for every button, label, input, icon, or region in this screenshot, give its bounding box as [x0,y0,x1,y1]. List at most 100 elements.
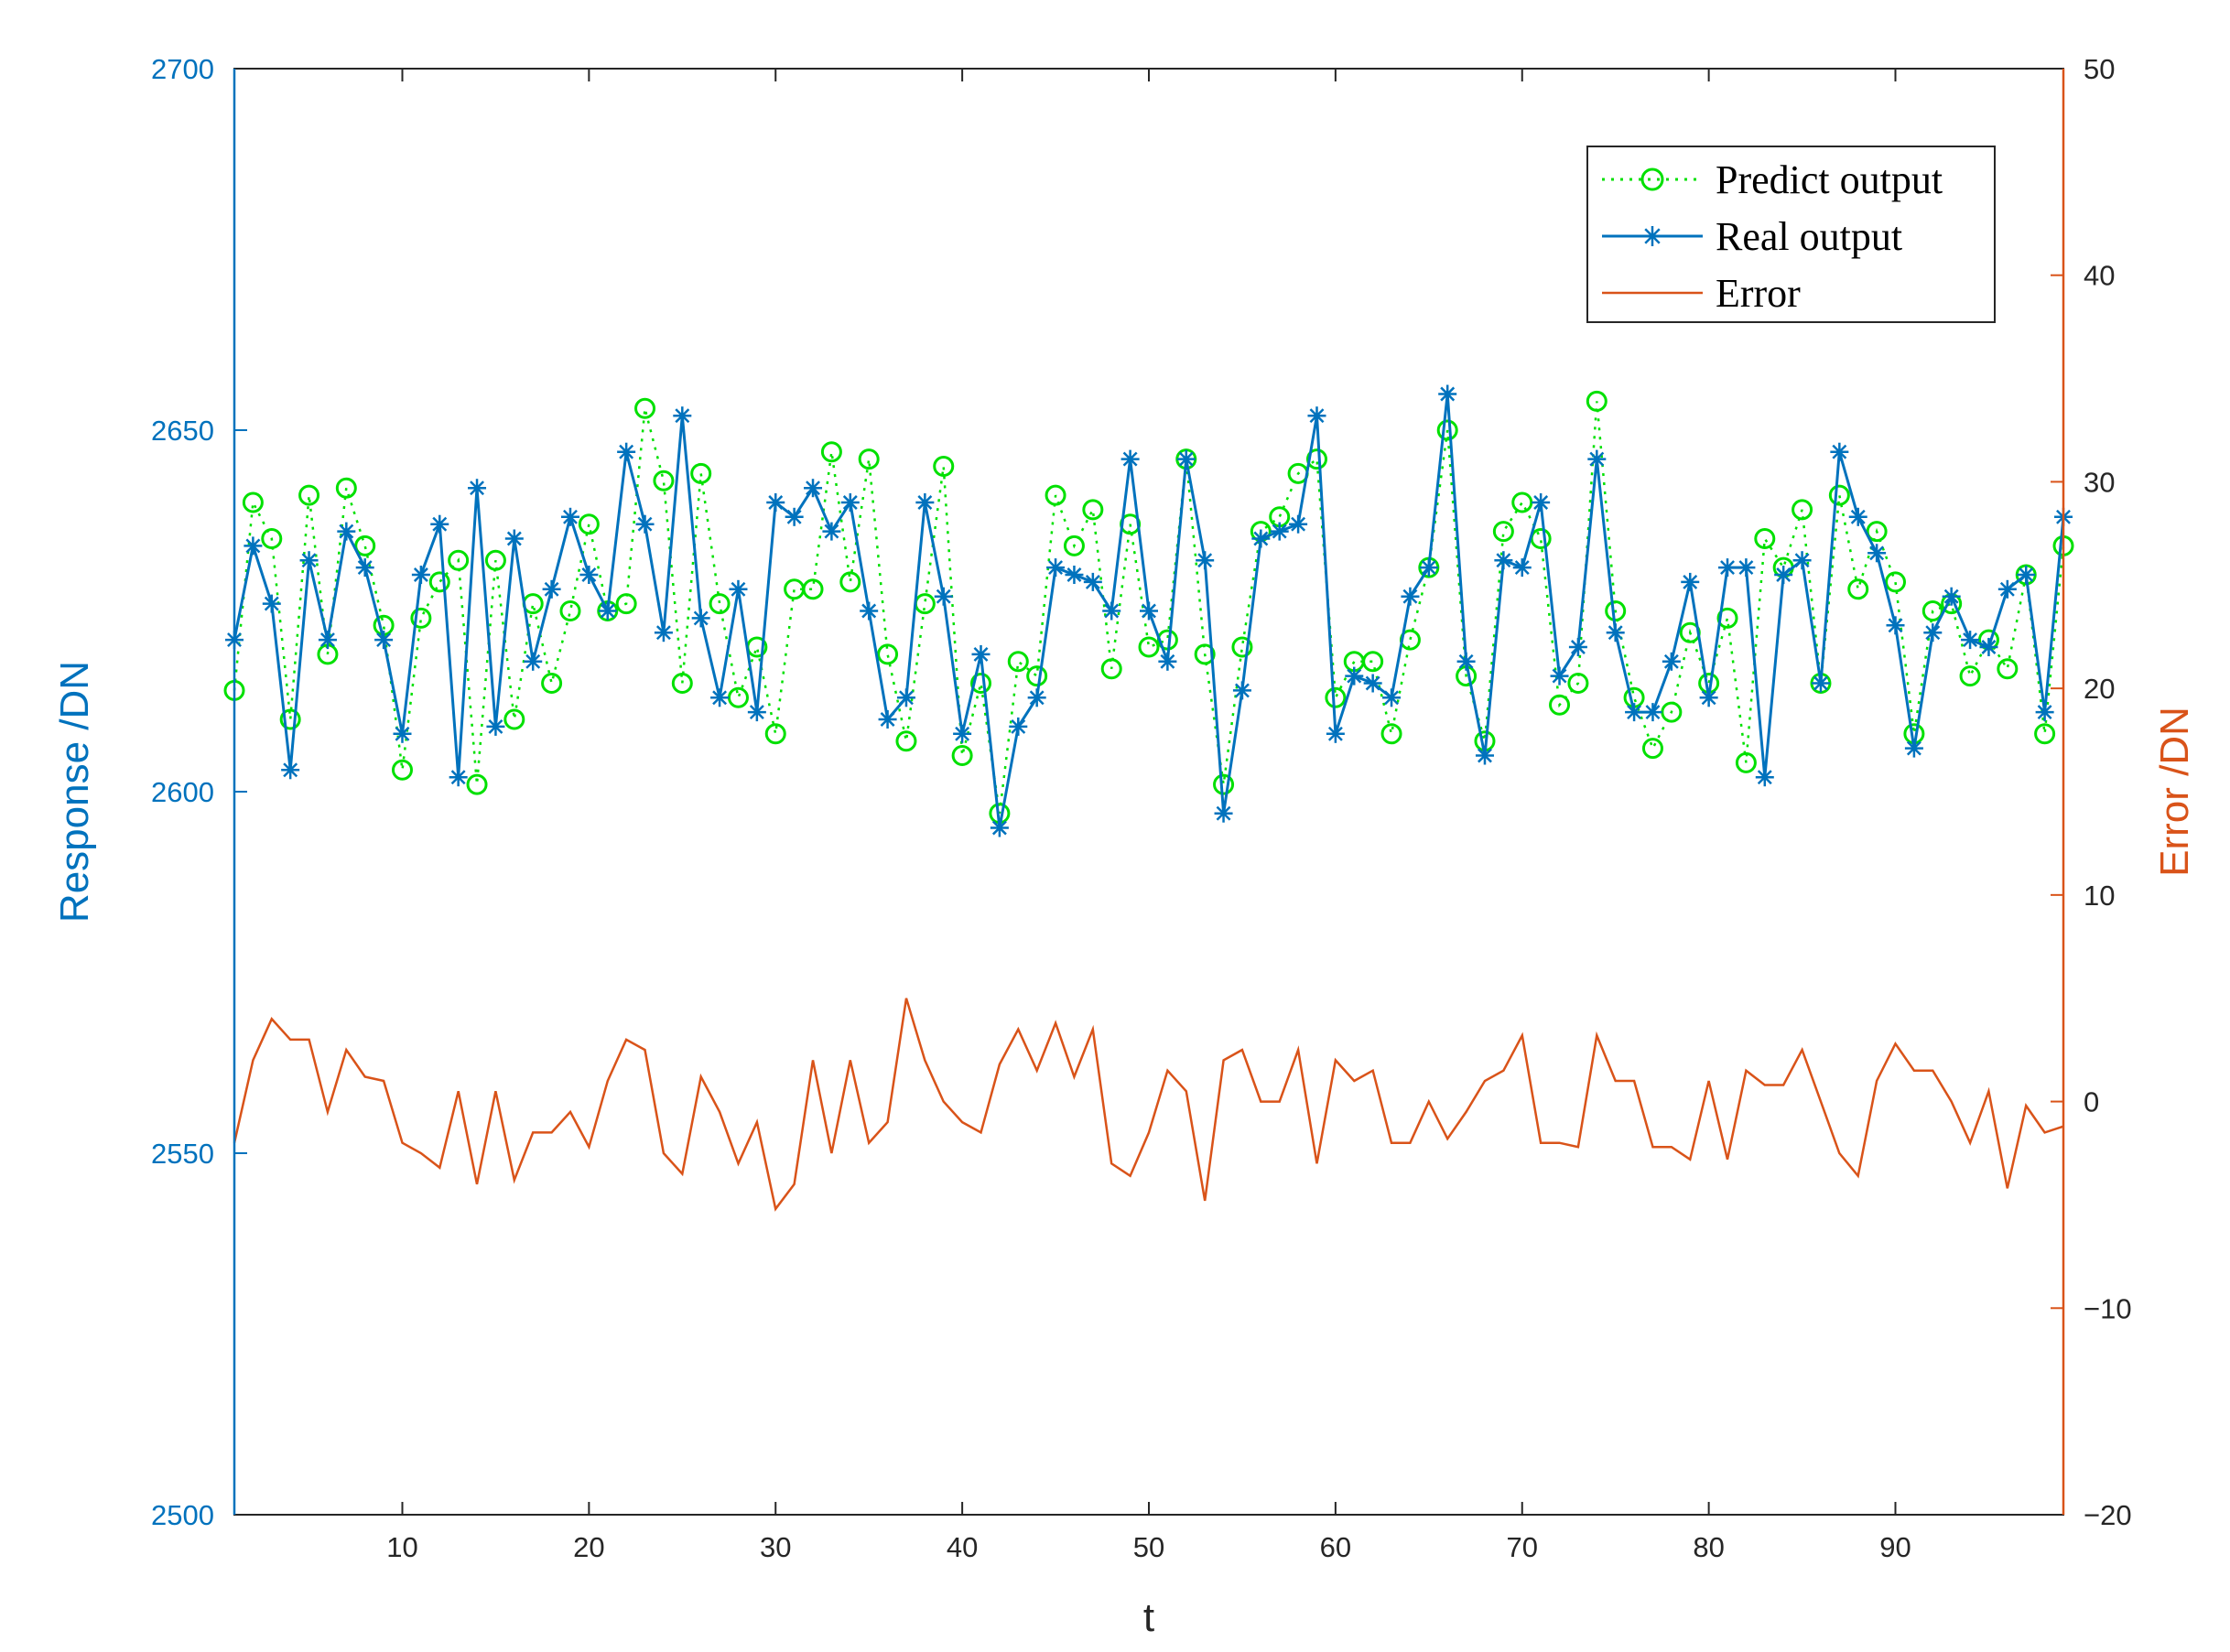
real-output-point [1923,623,1943,642]
predict-output-point [354,534,376,556]
star-stroke [1627,705,1642,720]
real-output-point [1532,493,1551,512]
real-output-point [337,522,356,541]
real-output-point [635,514,655,534]
y-right-tick-label: −10 [2084,1292,2132,1324]
star-stroke [1011,718,1026,734]
star-stroke [806,480,820,496]
predict-output-point [1754,528,1776,549]
real-output-point [1811,674,1830,693]
predict-output-point [1828,484,1850,506]
star-stroke [1309,408,1325,424]
predict-output-point [1026,665,1048,687]
real-output-point [1774,566,1793,584]
predict-output-point [671,673,693,694]
real-output-point [318,631,337,650]
real-output-point [766,493,785,512]
legend-label-real: Real output [1716,214,1902,259]
predict-output-point [690,462,712,484]
predict-output-point [615,593,637,615]
real-output-point [1904,739,1923,758]
predict-output-point [1792,499,1813,521]
star-stroke [991,820,1007,836]
predict-output-point [764,723,786,745]
real-output-point [1830,442,1849,461]
real-output-point [1232,681,1251,700]
star-stroke [506,531,522,546]
star-stroke [600,603,615,619]
predict-output-point [410,607,432,629]
star-stroke [1589,451,1605,467]
predict-output-point [335,477,357,499]
real-output-point [878,710,897,729]
real-output-point [1065,566,1084,584]
star-stroke [1478,748,1492,763]
real-output-point [1456,652,1476,671]
real-output-point [449,768,468,787]
predict-output-point [1847,578,1869,600]
real-output-point [244,536,263,556]
predict-output-point [877,643,899,665]
star-stroke [1981,640,1997,654]
y-right-tick-label: 0 [2084,1086,2099,1118]
predict-output-point [970,673,992,694]
predict-output-point [933,456,955,477]
star-stroke [1608,625,1623,641]
predict-output-point [242,491,264,513]
real-output-point [1737,558,1756,578]
real-output-point [1886,616,1905,635]
real-output-point [504,529,524,548]
predict-output-point [858,448,880,470]
star-stroke [1066,567,1082,582]
predict-output-point [820,441,842,463]
star-stroke [1533,495,1549,510]
real-output-point [1997,579,2017,599]
y-left-tick-label: 2550 [151,1138,214,1170]
y-right-tick-label: 10 [2084,880,2115,912]
predict-output-point [839,571,861,593]
star-stroke [413,567,428,582]
y-right-tick-label: 40 [2084,260,2115,292]
star-stroke [1142,603,1156,619]
star-stroke [842,495,858,510]
real-output-point [1027,688,1046,707]
real-output-point [1158,652,1177,671]
star-stroke [899,690,914,706]
predict-output-point [1549,694,1571,716]
star-stroke [2037,705,2052,720]
star-stroke [861,603,877,619]
real-output-point [971,644,991,664]
star-stroke [1832,444,1847,459]
predict-output-point [448,549,470,571]
real-output-point [486,717,505,736]
predict-output-point [1866,521,1888,543]
real-output-point [1681,572,1700,591]
real-output-point [710,688,730,707]
real-output-point [804,479,823,498]
star-stroke [470,480,484,496]
star-stroke [1048,560,1064,576]
real-output-point [896,688,915,707]
real-output-point [1345,666,1364,686]
real-output-point [579,566,599,584]
predict-output-point [709,593,731,615]
predict-output-point [1305,448,1327,470]
star-stroke [488,718,503,734]
real-output-point [691,609,710,628]
real-output-point [1979,638,1998,656]
star-stroke [917,495,933,510]
star-stroke [376,632,392,648]
real-output-point [1419,558,1438,578]
real-output-point [1214,804,1233,823]
predict-output-point [2034,723,2056,745]
predict-output-point [1100,658,1122,680]
star-stroke [1794,553,1810,568]
y-right-tick-label: 50 [2084,53,2115,85]
real-output-point [1102,601,1121,621]
predict-output-point [1885,571,1907,593]
real-output-point [1120,449,1140,469]
real-output-point [1140,601,1158,621]
x-tick-label: 80 [1693,1531,1724,1563]
real-output-point [1196,551,1215,570]
